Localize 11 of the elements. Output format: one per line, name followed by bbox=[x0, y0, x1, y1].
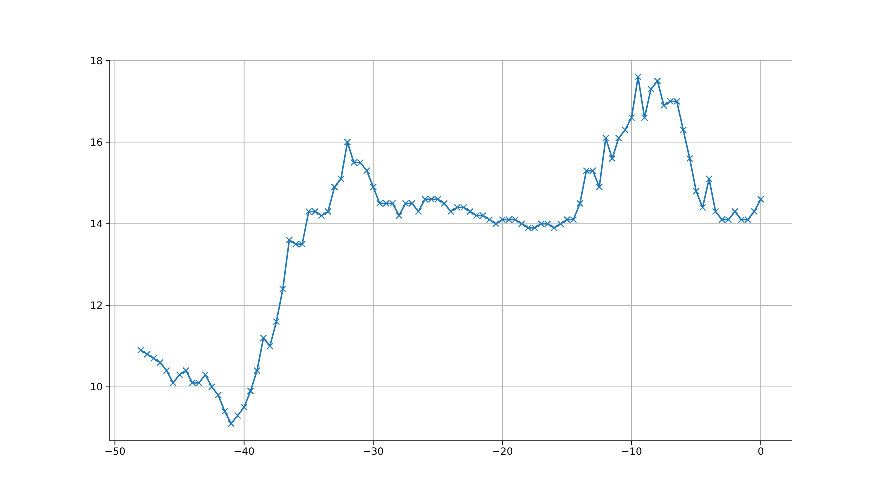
y-tick-label: 16 bbox=[90, 138, 103, 149]
x-tick-label: 0 bbox=[758, 447, 764, 458]
x-tick-label: −50 bbox=[104, 447, 126, 458]
x-tick-label: −30 bbox=[362, 447, 384, 458]
y-tick-label: 10 bbox=[90, 382, 103, 394]
x-tick-label: −10 bbox=[621, 447, 642, 458]
y-tick-label: 14 bbox=[90, 220, 103, 231]
y-tick-label: 12 bbox=[90, 301, 103, 312]
y-tick-label: 18 bbox=[90, 56, 103, 68]
x-tick-label: −40 bbox=[234, 447, 255, 458]
x-tick-label: −20 bbox=[492, 447, 514, 458]
